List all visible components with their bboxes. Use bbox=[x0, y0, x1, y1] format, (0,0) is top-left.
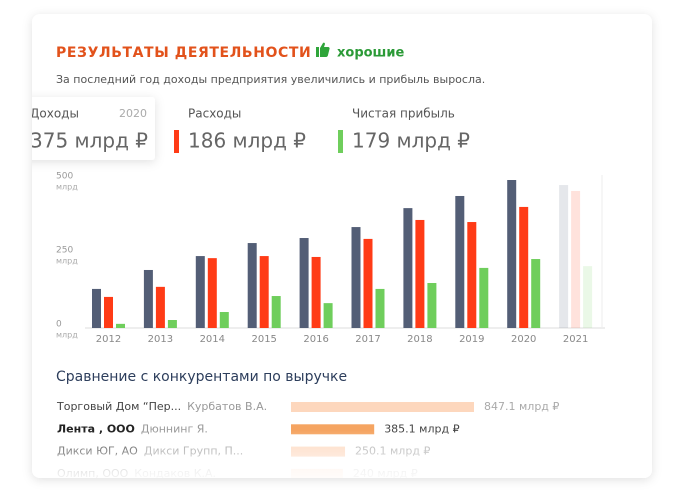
stat-highlight[interactable] bbox=[14, 97, 155, 160]
x-tick-label: 2021 bbox=[563, 334, 588, 345]
bar bbox=[259, 256, 269, 328]
stat-swatch bbox=[174, 130, 179, 153]
competitor-bar bbox=[291, 424, 375, 435]
x-tick-label: 2020 bbox=[511, 334, 536, 345]
stat-value: 186 млрд ₽ bbox=[188, 129, 306, 153]
competitor-director: Курбатов В.А. bbox=[187, 400, 267, 413]
fade-overlay bbox=[32, 430, 652, 478]
x-tick-label: 2019 bbox=[459, 334, 484, 345]
stat-swatch bbox=[338, 130, 343, 153]
stat-value: 375 млрд ₽ bbox=[30, 129, 148, 153]
bar bbox=[507, 180, 517, 328]
y-tick-unit: млрд bbox=[56, 331, 78, 340]
x-tick-label: 2012 bbox=[96, 334, 121, 345]
bar bbox=[583, 266, 593, 328]
bar bbox=[311, 256, 321, 328]
y-tick-label: 500 bbox=[56, 172, 73, 182]
bar bbox=[92, 288, 101, 328]
bar bbox=[143, 269, 153, 328]
bar bbox=[479, 267, 489, 328]
y-tick-label: 250 bbox=[56, 246, 73, 256]
bar bbox=[403, 208, 413, 328]
stats: Доходы 375 млрд ₽ Расходы 186 млрд ₽ Чистая … bbox=[16, 107, 470, 153]
badge: хорошие bbox=[337, 46, 404, 61]
x-tick-label: 2016 bbox=[303, 334, 328, 345]
bar bbox=[167, 320, 177, 328]
bar bbox=[219, 312, 229, 328]
bar bbox=[116, 323, 125, 328]
bar bbox=[247, 243, 257, 328]
bar bbox=[195, 256, 205, 328]
bar bbox=[375, 288, 385, 328]
bar bbox=[104, 296, 113, 328]
thumb-icon bbox=[316, 42, 330, 57]
y-tick-label: 0 bbox=[56, 320, 62, 330]
competitor-bar bbox=[291, 402, 474, 412]
x-tick-label: 2018 bbox=[407, 334, 432, 345]
x-tick-label: 2014 bbox=[200, 334, 225, 345]
x-tick-label: 2013 bbox=[148, 334, 173, 345]
stat-year: 2020 bbox=[119, 107, 147, 120]
bar bbox=[207, 258, 217, 328]
bar bbox=[427, 283, 437, 328]
bar bbox=[571, 190, 581, 328]
subtitle: За последний год доходы предприятия увел… bbox=[56, 73, 485, 86]
bar bbox=[467, 222, 477, 328]
bar bbox=[455, 195, 465, 328]
card bbox=[32, 14, 652, 478]
bar bbox=[363, 238, 373, 328]
bar bbox=[559, 185, 569, 328]
stat-swatch bbox=[16, 130, 21, 153]
stat-label: Расходы bbox=[188, 107, 241, 121]
x-tick-label: 2017 bbox=[355, 334, 380, 345]
bar bbox=[323, 303, 333, 328]
stat-label: Чистая прибыль bbox=[352, 107, 455, 121]
x-tick-label: 2015 bbox=[251, 334, 276, 345]
bar bbox=[351, 227, 361, 328]
competitor-value: 847.1 млрд ₽ bbox=[484, 400, 559, 413]
competitors-title: Сравнение с конкурентами по выручке bbox=[56, 369, 347, 385]
bar bbox=[531, 259, 541, 328]
bar bbox=[155, 286, 165, 328]
competitor-row: Торговый Дом “Пер... Курбатов В.А. bbox=[56, 400, 267, 413]
bar bbox=[519, 206, 529, 328]
stat-value: 179 млрд ₽ bbox=[352, 129, 470, 153]
card-content: РЕЗУЛЬТАТЫ ДЕЯТЕЛЬНОСТИ хорошие За после… bbox=[14, 42, 652, 478]
bar bbox=[299, 238, 309, 328]
y-tick-unit: млрд bbox=[56, 183, 78, 192]
y-tick-unit: млрд bbox=[56, 257, 78, 266]
bar bbox=[271, 296, 281, 328]
bar bbox=[415, 219, 425, 328]
competitor-name: Торговый Дом “Пер... bbox=[56, 400, 181, 413]
title: РЕЗУЛЬТАТЫ ДЕЯТЕЛЬНОСТИ bbox=[56, 45, 311, 61]
stat-label: Доходы bbox=[30, 107, 79, 121]
